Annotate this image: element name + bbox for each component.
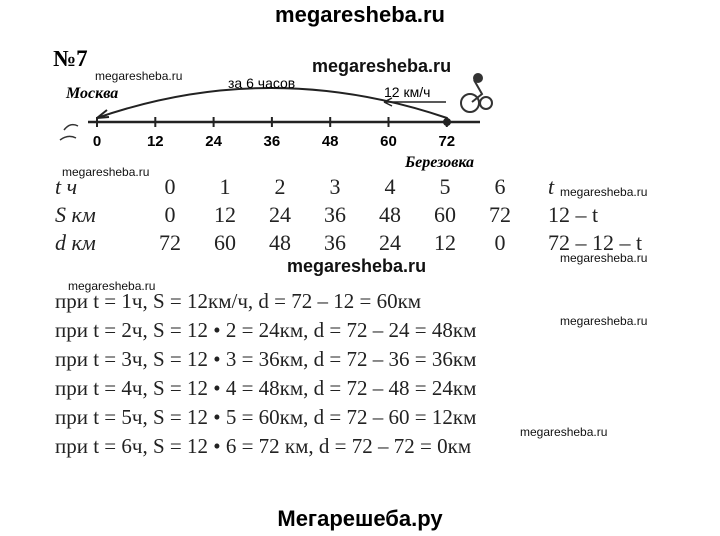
speed-arrow — [383, 97, 446, 107]
cell: 6 — [495, 174, 506, 199]
cell: 5 — [440, 174, 451, 199]
start-label: Москва — [65, 85, 118, 102]
solution-line: при t = 6ч, S = 12 • 6 = 72 км, d = 72 –… — [55, 434, 471, 458]
solution-line: при t = 1ч, S = 12км/ч, d = 72 – 12 = 60… — [55, 289, 421, 313]
solution-line: при t = 4ч, S = 12 • 4 = 48км, d = 72 – … — [55, 376, 476, 400]
watermark: megaresheba.ru — [68, 279, 155, 293]
cell: 48 — [379, 202, 401, 227]
cell: 60 — [434, 202, 456, 227]
end-point — [443, 118, 451, 126]
cell: 2 — [275, 174, 286, 199]
watermark: megaresheba.ru — [95, 69, 182, 83]
scale-label: 12 — [147, 133, 164, 150]
cell: 60 — [214, 230, 236, 255]
cell: 0 — [165, 174, 176, 199]
watermark: megaresheba.ru — [560, 185, 647, 199]
cell: 72 – 12 – t — [548, 230, 642, 255]
watermark: megaresheba.ru — [560, 251, 647, 265]
cell: 3 — [330, 174, 341, 199]
cell: 12 – t — [548, 202, 598, 227]
scale-label: 0 — [93, 133, 101, 150]
arc — [96, 87, 448, 119]
cell: 1 — [220, 174, 231, 199]
scale-label: 24 — [205, 133, 222, 150]
watermark: megaresheba.ru — [62, 165, 149, 179]
cell: 24 — [379, 230, 401, 255]
scale-label: 60 — [380, 133, 397, 150]
row-label: t ч — [55, 174, 77, 199]
row-label: S км — [55, 202, 96, 227]
cell: 36 — [324, 230, 346, 255]
speed: 12 км/ч — [384, 84, 430, 100]
solution-line: при t = 2ч, S = 12 • 2 = 24км, d = 72 – … — [55, 318, 476, 342]
cell: 72 — [489, 202, 511, 227]
duration: за 6 часов — [228, 75, 295, 91]
row-label: d км — [55, 230, 96, 255]
cell: 24 — [269, 202, 291, 227]
solution-line: при t = 3ч, S = 12 • 3 = 36км, d = 72 – … — [55, 347, 476, 371]
cell: 0 — [495, 230, 506, 255]
watermark: megaresheba.ru — [520, 425, 607, 439]
scale-label: 48 — [322, 133, 339, 150]
cell: 12 — [214, 202, 236, 227]
cell: 0 — [165, 202, 176, 227]
cell: 72 — [159, 230, 181, 255]
cell: 36 — [324, 202, 346, 227]
watermark: megaresheba.ru — [560, 314, 647, 328]
watermark: megaresheba.ru — [287, 256, 426, 276]
cell: 48 — [269, 230, 291, 255]
arrow-head — [96, 109, 110, 119]
scale-label: 36 — [264, 133, 281, 150]
watermark: megaresheba.ru — [312, 56, 451, 76]
solution-line: при t = 5ч, S = 12 • 5 = 60км, d = 72 – … — [55, 405, 476, 429]
end-label: Березовка — [404, 154, 474, 171]
scale-label: 72 — [438, 133, 455, 150]
city-icon — [59, 123, 79, 141]
header-site: megaresheba.ru — [275, 2, 445, 27]
footer-site: Мегарешеба.ру — [277, 506, 443, 531]
cell: 12 — [434, 230, 456, 255]
cell: 4 — [385, 174, 396, 199]
cell: t — [548, 174, 555, 199]
cyclist-icon — [460, 73, 493, 113]
problem-number: №7 — [53, 46, 88, 71]
